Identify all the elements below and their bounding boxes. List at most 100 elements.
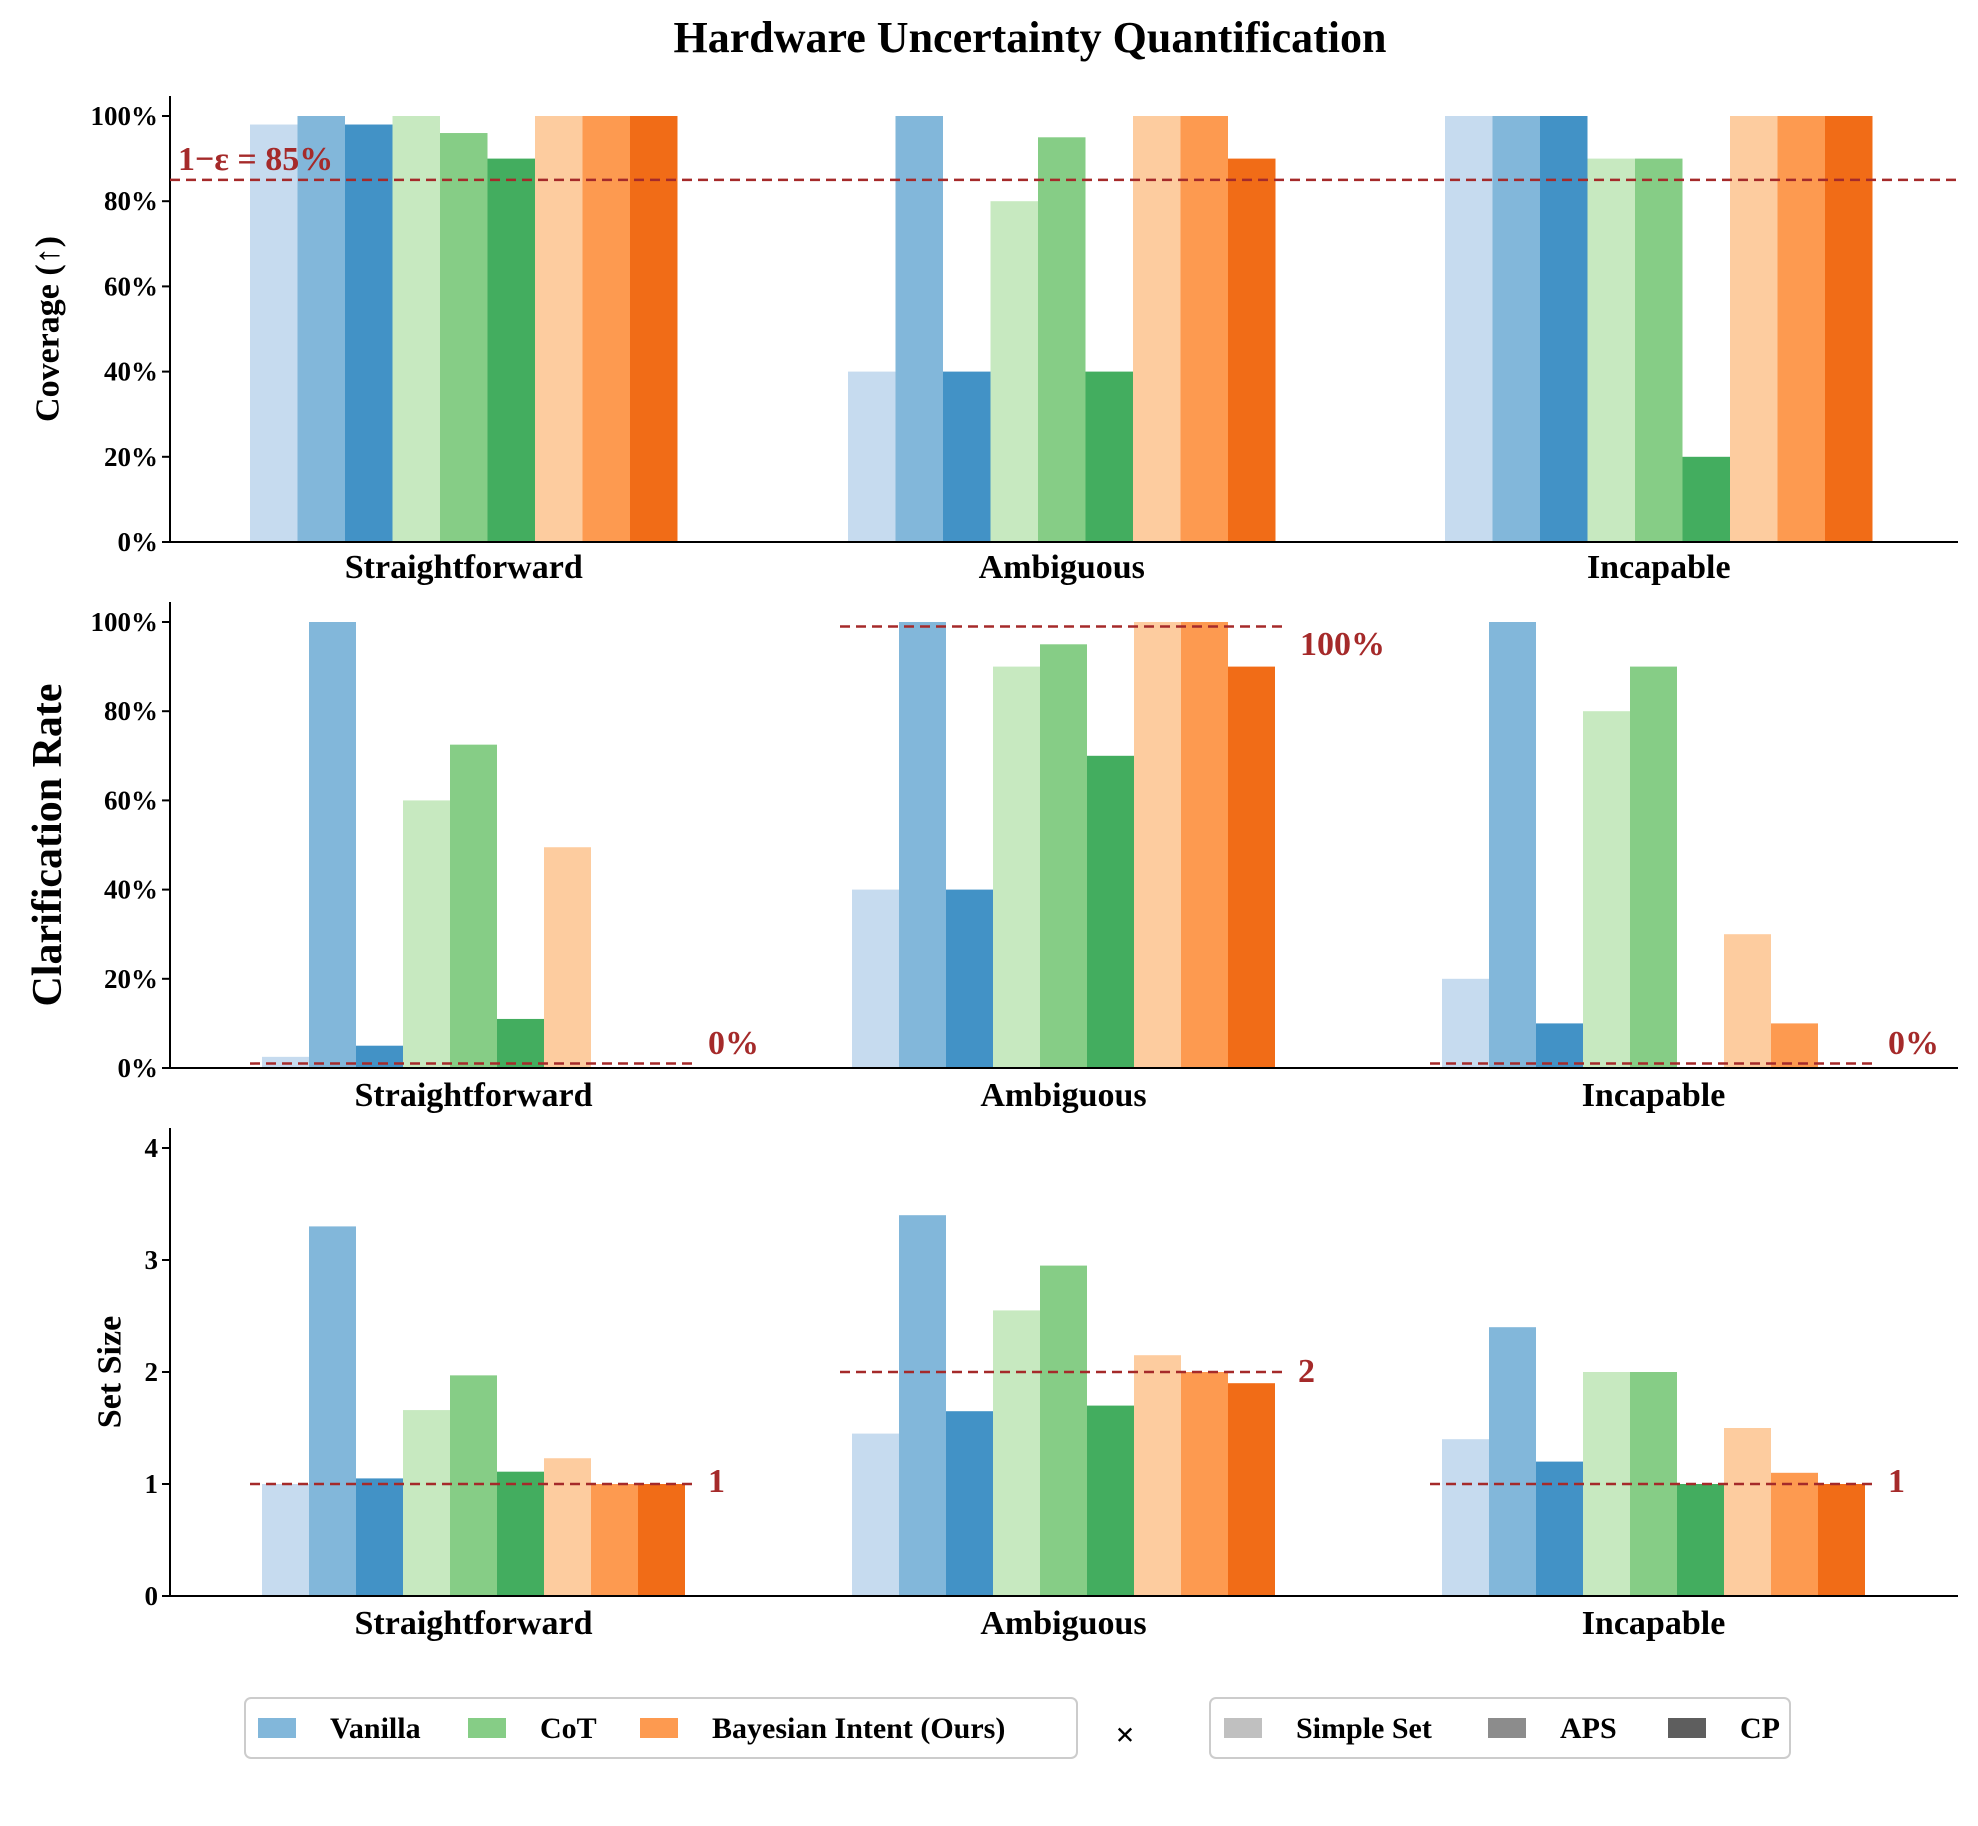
- bar-2-ambiguous-3: [946, 889, 993, 1068]
- bar-3-incapable-6: [1677, 1484, 1724, 1596]
- chart-title: Hardware Uncertainty Quantification: [674, 13, 1387, 62]
- bar-2-incapable-3: [1536, 1023, 1583, 1068]
- y-tick-label: 60%: [104, 271, 158, 301]
- bar-2-incapable-5: [1630, 666, 1677, 1068]
- reference-label: 1−ε = 85%: [178, 141, 333, 178]
- bar-3-incapable-8: [1771, 1472, 1818, 1596]
- bar-1-straightforward-8: [582, 116, 630, 542]
- bar-1-ambiguous-7: [1133, 116, 1181, 542]
- bar-3-incapable-3: [1536, 1461, 1583, 1596]
- reference-label: 100%: [1300, 626, 1385, 663]
- legend-label: APS: [1560, 1712, 1617, 1745]
- legend-swatch-vanilla: [258, 1718, 296, 1738]
- bar-1-ambiguous-1: [848, 371, 896, 542]
- legend-swatch-cp: [1668, 1718, 1706, 1738]
- bar-2-incapable-4: [1583, 711, 1630, 1068]
- bar-1-straightforward-5: [440, 133, 488, 543]
- y-tick-label: 0%: [118, 1053, 159, 1083]
- legend-times-symbol: ×: [1115, 1717, 1134, 1754]
- bar-3-ambiguous-2: [899, 1215, 946, 1596]
- y-tick-label: 1: [145, 1469, 159, 1499]
- panel-3: 0 1 2 3 4 Set Size Straightforward Ambiguous Inc…: [92, 1128, 1958, 1642]
- legend: Vanilla CoT Bayesian Intent (Ours) × Simple …: [244, 1697, 1791, 1759]
- bar-3-incapable-2: [1489, 1327, 1536, 1596]
- category-label: Incapable: [1582, 1077, 1726, 1114]
- y-tick-label: 100%: [91, 607, 159, 637]
- bar-2-ambiguous-5: [1040, 644, 1087, 1068]
- y-tick-label: 40%: [104, 875, 158, 905]
- legend-label: CP: [1740, 1712, 1780, 1745]
- y-axis-label: Clarification Rate: [25, 683, 71, 1006]
- category-label: Ambiguous: [979, 549, 1145, 586]
- bar-1-incapable-8: [1777, 116, 1825, 542]
- bar-2-incapable-8: [1771, 1023, 1818, 1068]
- bar-3-straightforward-5: [450, 1375, 497, 1596]
- bar-1-incapable-1: [1445, 116, 1493, 542]
- bar-2-incapable-2: [1489, 622, 1536, 1068]
- bar-3-straightforward-9: [638, 1484, 685, 1596]
- y-tick-label: 40%: [104, 357, 158, 387]
- bar-3-straightforward-4: [403, 1410, 450, 1596]
- bar-2-ambiguous-7: [1134, 622, 1181, 1068]
- bar-3-ambiguous-8: [1181, 1372, 1228, 1596]
- bar-3-straightforward-3: [356, 1478, 403, 1596]
- bar-1-straightforward-2: [297, 116, 345, 542]
- legend-label: CoT: [540, 1712, 597, 1745]
- y-tick-label: 80%: [104, 696, 158, 726]
- bar-2-straightforward-4: [403, 800, 450, 1068]
- bar-3-straightforward-2: [309, 1226, 356, 1596]
- y-tick-label: 20%: [104, 442, 158, 472]
- bar-2-ambiguous-8: [1181, 622, 1228, 1068]
- bar-1-straightforward-6: [487, 158, 535, 542]
- bar-1-ambiguous-8: [1180, 116, 1228, 542]
- bar-1-incapable-5: [1635, 158, 1683, 542]
- bar-3-incapable-9: [1818, 1484, 1865, 1596]
- bar-2-ambiguous-2: [899, 622, 946, 1068]
- category-label: Ambiguous: [980, 1077, 1146, 1114]
- y-axis-label: Set Size: [92, 1316, 129, 1428]
- bar-2-straightforward-2: [309, 622, 356, 1068]
- reference-label: 0%: [708, 1025, 759, 1062]
- legend-label: Simple Set: [1296, 1712, 1432, 1745]
- bar-3-ambiguous-7: [1134, 1355, 1181, 1596]
- category-label: Straightforward: [355, 1605, 593, 1642]
- category-label: Incapable: [1587, 549, 1731, 586]
- bar-1-ambiguous-9: [1228, 158, 1276, 542]
- bar-2-straightforward-6: [497, 1018, 544, 1068]
- bar-3-ambiguous-9: [1228, 1383, 1275, 1596]
- bar-3-straightforward-8: [591, 1484, 638, 1596]
- bar-3-incapable-5: [1630, 1372, 1677, 1596]
- bar-3-incapable-7: [1724, 1428, 1771, 1596]
- bar-2-incapable-7: [1724, 934, 1771, 1068]
- bar-2-straightforward-7: [544, 847, 591, 1068]
- y-tick-label: 60%: [104, 785, 158, 815]
- bar-3-ambiguous-3: [946, 1411, 993, 1596]
- category-label: Straightforward: [355, 1077, 593, 1114]
- legend-swatch-bayesian: [640, 1718, 678, 1738]
- legend-swatch-aps: [1488, 1718, 1526, 1738]
- bar-1-ambiguous-3: [943, 371, 991, 542]
- y-tick-label: 3: [145, 1245, 159, 1275]
- y-tick-label: 4: [145, 1133, 159, 1163]
- bar-2-ambiguous-9: [1228, 666, 1275, 1068]
- reference-label: 2: [1298, 1353, 1315, 1390]
- bar-1-incapable-3: [1540, 116, 1588, 542]
- category-label: Straightforward: [345, 549, 583, 586]
- bar-1-incapable-4: [1587, 158, 1635, 542]
- bar-1-ambiguous-2: [895, 116, 943, 542]
- reference-label: 0%: [1888, 1025, 1939, 1062]
- bar-3-straightforward-7: [544, 1458, 591, 1596]
- panel-2: 0% 20% 40% 60% 80% 100% Clarification Rate Stra…: [25, 602, 1958, 1114]
- bar-1-straightforward-1: [250, 124, 298, 543]
- bar-3-ambiguous-4: [993, 1310, 1040, 1596]
- bar-1-ambiguous-6: [1085, 371, 1133, 542]
- reference-label: 1: [708, 1463, 725, 1500]
- legend-label: Bayesian Intent (Ours): [712, 1712, 1005, 1745]
- bar-3-ambiguous-1: [852, 1433, 899, 1596]
- y-tick-label: 80%: [104, 186, 158, 216]
- y-tick-label: 2: [145, 1357, 159, 1387]
- y-tick-label: 0: [145, 1581, 159, 1611]
- category-label: Incapable: [1582, 1605, 1726, 1642]
